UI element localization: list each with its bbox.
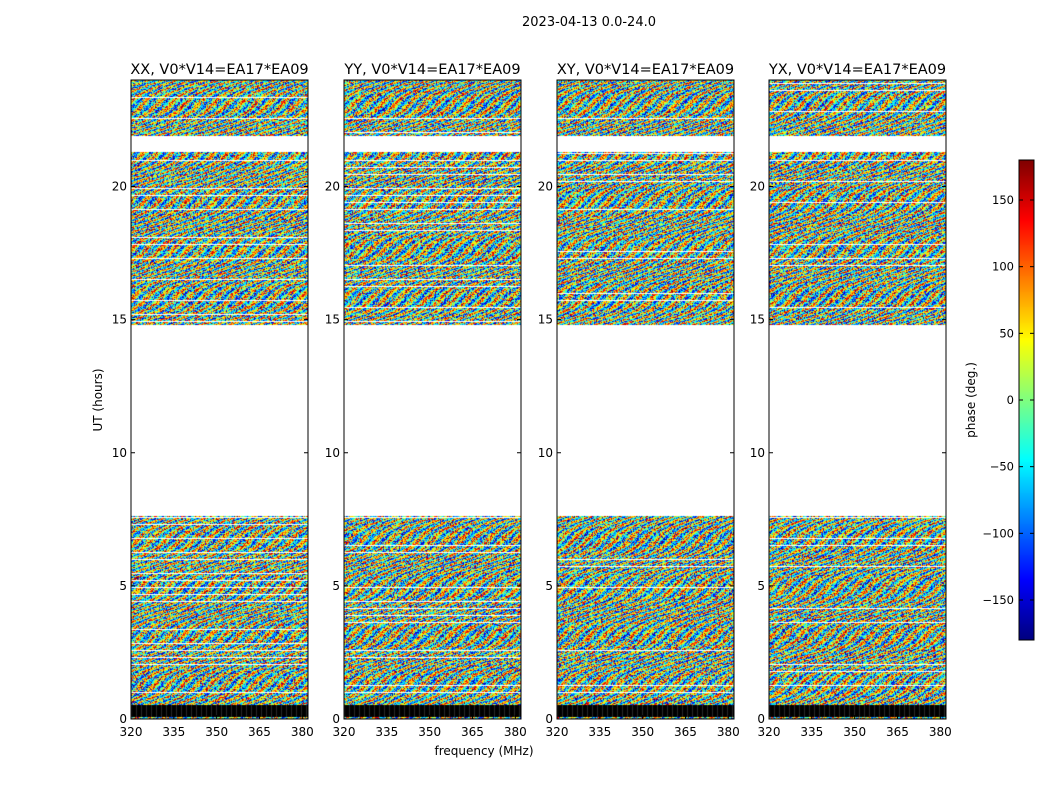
- colorbar-gradient: [1019, 160, 1034, 640]
- x-tick-label: 365: [674, 725, 697, 739]
- y-tick-label: 20: [538, 180, 553, 194]
- x-tick-label: 365: [461, 725, 484, 739]
- y-tick-label: 20: [325, 180, 340, 194]
- x-tick-label: 335: [800, 725, 823, 739]
- y-tick-label: 10: [538, 446, 553, 460]
- x-tick-label: 380: [717, 725, 740, 739]
- y-axis-label: UT (hours): [91, 368, 105, 431]
- x-tick-label: 320: [546, 725, 569, 739]
- panel-title: XX, V0*V14=EA17*EA09: [130, 62, 308, 78]
- y-tick-label: 0: [332, 712, 340, 726]
- y-tick-label: 5: [119, 579, 127, 593]
- y-tick-label: 15: [112, 313, 127, 327]
- x-tick-label: 380: [291, 725, 314, 739]
- heatmap-image: [344, 80, 521, 719]
- y-tick-label: 5: [757, 579, 765, 593]
- x-tick-label: 365: [886, 725, 909, 739]
- x-tick-label: 365: [248, 725, 271, 739]
- panel-title: YY, V0*V14=EA17*EA09: [343, 62, 520, 78]
- x-axis-label: frequency (MHz): [434, 744, 533, 758]
- colorbar-tick-label: 0: [1007, 393, 1014, 407]
- y-tick-label: 20: [750, 180, 765, 194]
- y-tick-label: 0: [119, 712, 127, 726]
- panel-title: YX, V0*V14=EA17*EA09: [768, 62, 946, 78]
- y-tick-label: 5: [545, 579, 553, 593]
- colorbar-tick-label: 100: [992, 260, 1014, 274]
- colorbar-tick-label: −50: [990, 460, 1014, 474]
- plot-frame: [130, 79, 309, 720]
- plot-frame: [343, 79, 522, 720]
- colorbar-tick-label: 50: [999, 326, 1014, 340]
- plot-frame: [768, 79, 947, 720]
- y-tick-label: 10: [112, 446, 127, 460]
- colorbar-label: phase (deg.): [964, 362, 978, 438]
- y-tick-label: 5: [332, 579, 340, 593]
- y-tick-label: 15: [325, 313, 340, 327]
- heatmap-image: [769, 80, 946, 719]
- x-tick-label: 335: [375, 725, 398, 739]
- y-tick-label: 0: [545, 712, 553, 726]
- y-tick-label: 0: [757, 712, 765, 726]
- x-tick-label: 380: [504, 725, 527, 739]
- x-tick-label: 335: [162, 725, 185, 739]
- panel-3: XY, V0*V14=EA17*EA09 320 335 350 365 380 0 5 10 1…: [538, 62, 740, 739]
- y-tick-label: 10: [325, 446, 340, 460]
- x-tick-label: 320: [333, 725, 356, 739]
- x-tick-label: 350: [631, 725, 654, 739]
- panel-4: YX, V0*V14=EA17*EA09 320 335 350 365 380 0 5 10 1…: [750, 62, 952, 739]
- heatmap-image: [131, 80, 308, 719]
- x-tick-label: 335: [588, 725, 611, 739]
- colorbar-tick-label: 150: [992, 193, 1014, 207]
- y-tick-label: 20: [112, 180, 127, 194]
- colorbar-tick-label: −150: [982, 593, 1014, 607]
- x-tick-label: 350: [843, 725, 866, 739]
- y-tick-label: 15: [538, 313, 553, 327]
- plot-frame: [556, 79, 735, 720]
- colorbar-tick-label: −100: [982, 526, 1014, 540]
- x-tick-label: 320: [120, 725, 143, 739]
- y-tick-label: 15: [750, 313, 765, 327]
- panel-title: XY, V0*V14=EA17*EA09: [557, 62, 734, 78]
- x-tick-label: 380: [929, 725, 952, 739]
- panel-1: XX, V0*V14=EA17*EA09 320 335 350 365 380 0 5 10 1…: [112, 62, 314, 739]
- panels: XX, V0*V14=EA17*EA09 320 335 350 365 380 0 5 10 1…: [112, 62, 952, 739]
- heatmap-image: [557, 80, 734, 719]
- x-tick-label: 350: [205, 725, 228, 739]
- x-tick-label: 320: [758, 725, 781, 739]
- x-tick-label: 350: [418, 725, 441, 739]
- figure-title: 2023-04-13 0.0-24.0: [522, 15, 656, 30]
- colorbar: −150 −100 −50 0 50 100 150: [982, 159, 1035, 641]
- panel-2: YY, V0*V14=EA17*EA09 320 335 350 365 380 0 5 10 1…: [325, 62, 527, 739]
- y-tick-label: 10: [750, 446, 765, 460]
